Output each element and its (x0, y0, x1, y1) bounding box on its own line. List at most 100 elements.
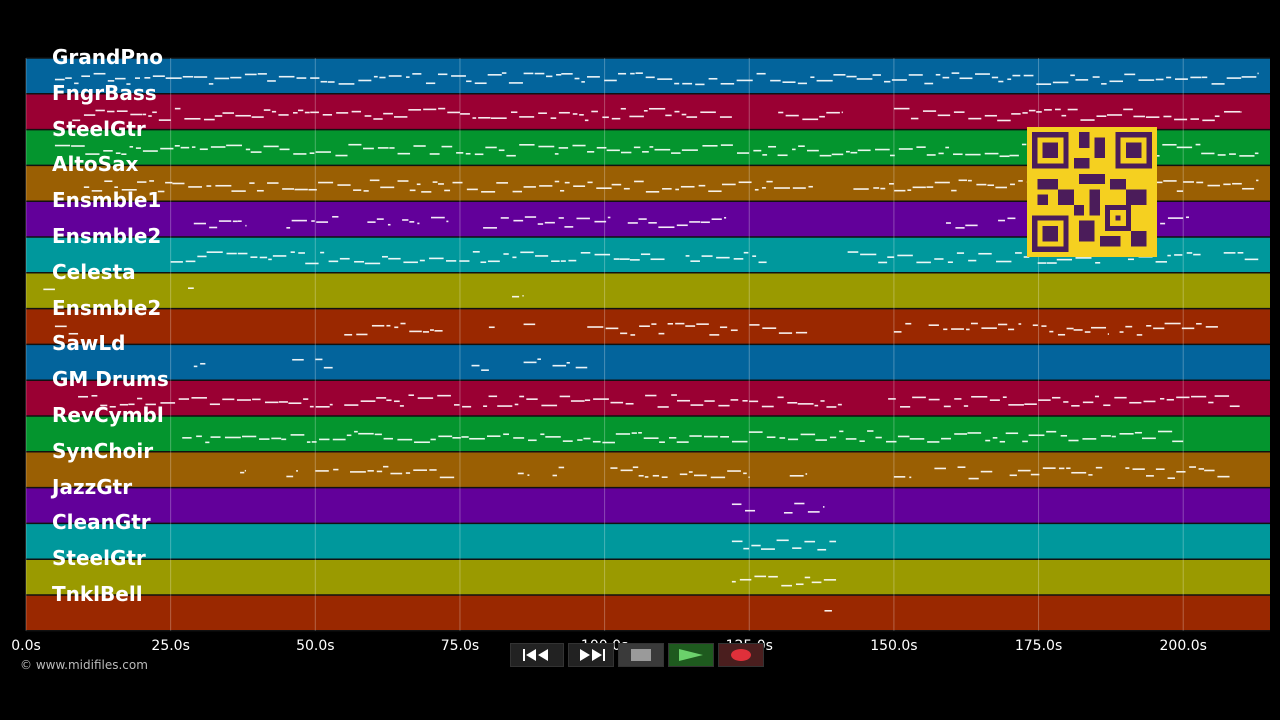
note (615, 433, 631, 435)
note (833, 74, 846, 76)
note (808, 185, 813, 188)
note (397, 152, 411, 155)
note (1127, 258, 1134, 261)
note (1095, 466, 1103, 469)
note (1066, 327, 1074, 330)
note (554, 180, 560, 183)
note (968, 117, 982, 120)
note (558, 217, 564, 219)
note (364, 115, 372, 117)
note (839, 430, 844, 433)
note (206, 251, 223, 253)
stop-button[interactable] (618, 643, 664, 667)
note (157, 190, 165, 193)
note (998, 219, 1006, 222)
note (1082, 401, 1094, 404)
note (1041, 325, 1047, 327)
note (488, 395, 498, 398)
note (520, 251, 534, 254)
note (387, 223, 391, 226)
note (184, 117, 201, 120)
note (278, 114, 289, 116)
note (731, 440, 748, 443)
note (496, 182, 509, 184)
note (1100, 435, 1111, 437)
record-button[interactable] (718, 643, 764, 667)
note (513, 219, 524, 222)
note (226, 144, 242, 147)
note (315, 358, 323, 361)
note (335, 154, 348, 157)
note (1166, 398, 1174, 401)
note (965, 224, 978, 227)
note (364, 262, 381, 265)
note (244, 469, 246, 472)
tick-label: 25.0s (151, 638, 190, 654)
note (837, 403, 842, 406)
note (333, 468, 339, 471)
note (704, 400, 715, 402)
rewind-button[interactable] (510, 643, 564, 667)
note (1223, 183, 1231, 186)
note (761, 187, 766, 189)
note (405, 472, 411, 474)
note (826, 111, 840, 114)
note (329, 403, 333, 406)
note (554, 153, 559, 155)
note (528, 439, 537, 442)
note (934, 258, 944, 260)
note (1084, 331, 1091, 333)
track-label: AltoSax (52, 152, 139, 177)
note (627, 222, 638, 224)
note (298, 252, 305, 254)
note (348, 143, 362, 146)
note (1088, 474, 1093, 476)
note (172, 182, 185, 185)
note (1090, 326, 1107, 329)
note (829, 540, 837, 543)
note (1155, 78, 1164, 81)
note (512, 256, 517, 259)
note (829, 436, 837, 439)
note (483, 405, 488, 407)
note (512, 295, 520, 298)
note (754, 188, 759, 191)
note (394, 116, 408, 118)
note (54, 78, 65, 81)
note (792, 547, 802, 549)
note (231, 190, 246, 192)
note (743, 547, 750, 550)
note (800, 433, 816, 436)
note (142, 150, 158, 152)
note (1176, 190, 1184, 192)
note (311, 220, 315, 222)
note (267, 80, 276, 82)
note (304, 111, 310, 114)
note (710, 476, 726, 479)
note (514, 403, 519, 406)
note (648, 107, 666, 110)
note (630, 72, 635, 75)
note (773, 187, 790, 189)
play-button[interactable] (668, 643, 714, 667)
note (577, 439, 583, 441)
note (369, 179, 380, 182)
note (282, 188, 295, 190)
track-label: CleanGtr (52, 510, 151, 535)
note (927, 441, 940, 443)
note (804, 576, 811, 579)
note (465, 152, 471, 155)
note (309, 405, 314, 408)
track-label: Ensmble1 (52, 188, 162, 213)
note (319, 438, 330, 441)
fast-forward-button[interactable] (568, 643, 614, 667)
note (1226, 77, 1242, 79)
record-icon (731, 649, 751, 661)
note (193, 365, 198, 368)
note (878, 261, 888, 264)
note (922, 110, 937, 112)
note (1119, 433, 1134, 435)
note (645, 394, 657, 397)
note (700, 111, 716, 114)
